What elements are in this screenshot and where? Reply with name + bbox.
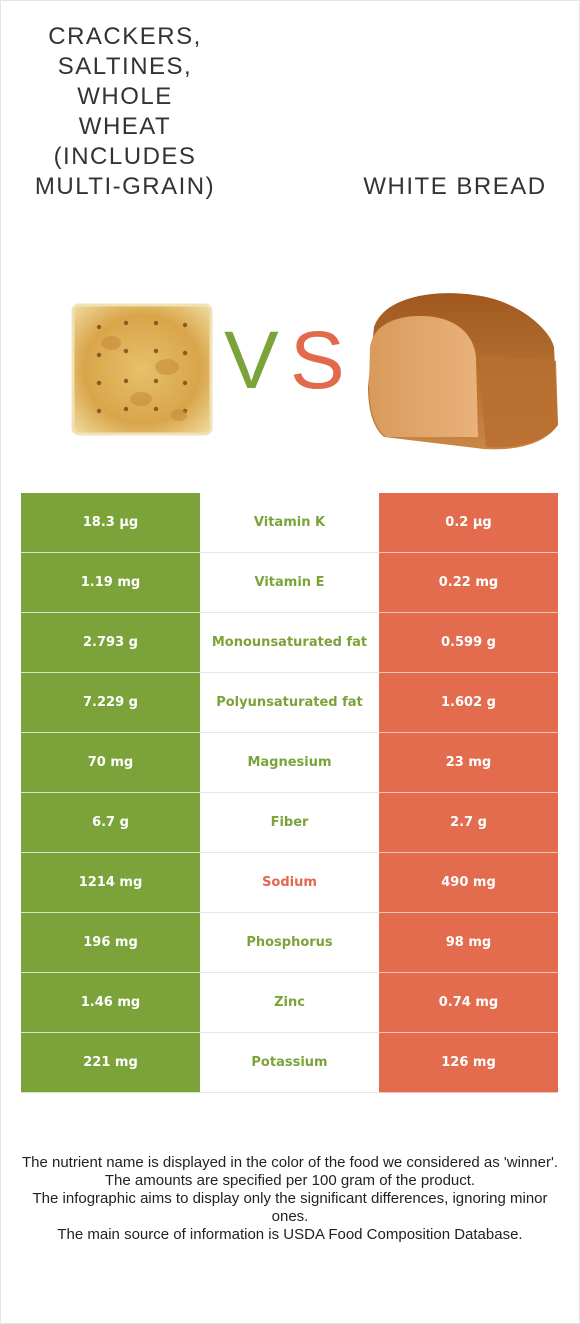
left-value-cell: 2.793 g — [21, 613, 200, 673]
left-value-cell: 70 mg — [21, 733, 200, 793]
right-value-cell: 0.74 mg — [379, 973, 558, 1033]
left-value-cell: 6.7 g — [21, 793, 200, 853]
left-food-title: CRACKERS, SALTINES, WHOLE WHEAT (INCLUDE… — [34, 23, 216, 200]
left-value-cell: 1.46 mg — [21, 973, 200, 1033]
right-value-cell: 126 mg — [379, 1033, 558, 1093]
left-value-cell: 1214 mg — [21, 853, 200, 913]
right-value-cell: 1.602 g — [379, 673, 558, 733]
table-row: 18.3 µg Vitamin K 0.2 µg — [21, 493, 558, 553]
bread-image — [368, 293, 558, 450]
table-row: 2.793 g Monounsaturated fat 0.599 g — [21, 613, 558, 673]
left-value-cell: 1.19 mg — [21, 553, 200, 613]
table-row: 1.46 mg Zinc 0.74 mg — [21, 973, 558, 1033]
nutrient-name-cell: Polyunsaturated fat — [200, 673, 379, 733]
nutrient-name-cell: Sodium — [200, 853, 379, 913]
right-food-title: WHITE BREAD — [363, 173, 547, 200]
footnote-line-3: The infographic aims to display only the… — [32, 1190, 548, 1225]
footnote-line-4: The main source of information is USDA F… — [57, 1226, 523, 1243]
table-row: 6.7 g Fiber 2.7 g — [21, 793, 558, 853]
right-value-cell: 0.2 µg — [379, 493, 558, 553]
nutrient-name-cell: Vitamin E — [200, 553, 379, 613]
nutrient-name-cell: Magnesium — [200, 733, 379, 793]
table-row: 1.19 mg Vitamin E 0.22 mg — [21, 553, 558, 613]
table-row: 196 mg Phosphorus 98 mg — [21, 913, 558, 973]
nutrient-name-cell: Zinc — [200, 973, 379, 1033]
right-value-cell: 0.22 mg — [379, 553, 558, 613]
left-value-cell: 196 mg — [21, 913, 200, 973]
right-value-cell: 2.7 g — [379, 793, 558, 853]
vs-v-letter: V — [224, 315, 279, 406]
nutrient-name-cell: Fiber — [200, 793, 379, 853]
footnote-line-2: The amounts are specified per 100 gram o… — [104, 1172, 476, 1189]
right-value-cell: 98 mg — [379, 913, 558, 973]
left-value-cell: 7.229 g — [21, 673, 200, 733]
nutrient-name-cell: Potassium — [200, 1033, 379, 1093]
left-value-cell: 18.3 µg — [21, 493, 200, 553]
right-value-cell: 23 mg — [379, 733, 558, 793]
right-value-cell: 490 mg — [379, 853, 558, 913]
footnote: The nutrient name is displayed in the co… — [20, 1154, 560, 1244]
footnote-line-1: The nutrient name is displayed in the co… — [21, 1154, 559, 1171]
left-value-cell: 221 mg — [21, 1033, 200, 1093]
table-row: 7.229 g Polyunsaturated fat 1.602 g — [21, 673, 558, 733]
vs-label: V S — [224, 316, 354, 406]
right-value-cell: 0.599 g — [379, 613, 558, 673]
cracker-image — [71, 303, 213, 436]
table-row: 221 mg Potassium 126 mg — [21, 1033, 558, 1093]
table-row: 1214 mg Sodium 490 mg — [21, 853, 558, 913]
nutrient-name-cell: Vitamin K — [200, 493, 379, 553]
table-row: 70 mg Magnesium 23 mg — [21, 733, 558, 793]
vs-s-letter: S — [290, 315, 345, 406]
comparison-table: 18.3 µg Vitamin K 0.2 µg 1.19 mg Vitamin E 0.… — [21, 493, 558, 1093]
nutrient-name-cell: Phosphorus — [200, 913, 379, 973]
nutrient-name-cell: Monounsaturated fat — [200, 613, 379, 673]
